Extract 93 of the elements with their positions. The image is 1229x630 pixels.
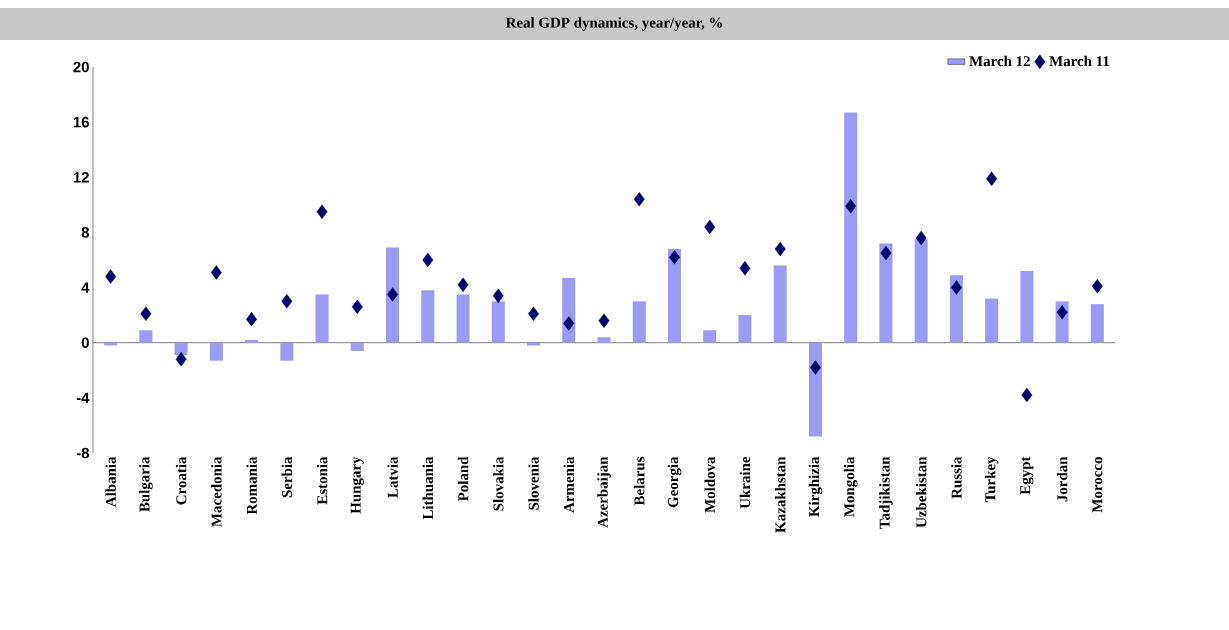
- bar: [491, 301, 505, 343]
- x-tick-label: Tadjikistan: [879, 456, 893, 529]
- x-tick-label: Moldova: [704, 456, 715, 513]
- x-tick-label: Mongolia: [843, 456, 858, 517]
- bar: [456, 294, 470, 343]
- bar: [1090, 304, 1104, 343]
- x-tick-label: Georgia: [667, 456, 682, 508]
- y-tick-label: 0: [81, 337, 89, 348]
- bar: [879, 243, 893, 343]
- y-tick-label: 12: [73, 172, 89, 183]
- x-tick-label: Serbia: [281, 456, 293, 498]
- point: [986, 171, 998, 186]
- x-tick-label: Albania: [105, 456, 116, 508]
- x-tick-label: Azerbaijan: [597, 456, 611, 528]
- point: [316, 204, 328, 219]
- bar: [421, 290, 435, 343]
- x-tick-label: Kazakhstan: [774, 456, 786, 533]
- bar: [280, 342, 294, 361]
- point: [1056, 305, 1068, 320]
- bar: [350, 342, 364, 351]
- y-tick-label: -4: [76, 392, 90, 403]
- x-tick-label: Hungary: [350, 456, 364, 514]
- point: [351, 299, 363, 315]
- point: [281, 294, 293, 309]
- x-tick-label: Croatia: [175, 456, 187, 505]
- y-tick-label: 8: [81, 227, 90, 238]
- point: [1021, 387, 1033, 403]
- bar: [985, 298, 999, 343]
- x-tick-label: Kirghizia: [808, 456, 823, 517]
- x-tick-label: Armenia: [563, 456, 575, 513]
- bar: [315, 294, 329, 343]
- x-tick-label: Slovakia: [493, 456, 504, 511]
- point: [140, 306, 152, 321]
- point: [915, 230, 927, 246]
- chart-title: Real GDP dynamics, year/year, %: [505, 17, 722, 31]
- point: [175, 352, 187, 367]
- bar: [209, 342, 223, 361]
- bar: [703, 330, 717, 343]
- x-tick-label: Uzbekistan: [915, 456, 927, 528]
- point: [387, 287, 398, 302]
- point: [246, 312, 258, 327]
- legend-label: March 12: [969, 55, 1030, 67]
- point: [528, 306, 539, 321]
- point: [598, 313, 610, 328]
- bar: [245, 339, 259, 343]
- point: [422, 252, 434, 268]
- x-tick-label: Bulgaria: [139, 456, 153, 512]
- point: [739, 261, 751, 276]
- bar: [914, 239, 928, 343]
- point: [633, 192, 645, 207]
- bar: [386, 247, 400, 343]
- point: [457, 277, 469, 292]
- point: [210, 265, 222, 280]
- x-tick-label: Romania: [246, 456, 257, 515]
- point: [1091, 278, 1103, 294]
- point: [492, 288, 504, 304]
- bar: [808, 342, 822, 437]
- bar: [1020, 271, 1034, 343]
- x-tick-label: Ukraine: [739, 456, 751, 509]
- bar: [174, 342, 188, 356]
- x-tick-label: Slovenia: [528, 456, 539, 510]
- point: [950, 280, 962, 295]
- point: [880, 245, 892, 261]
- point: [669, 250, 680, 265]
- y-tick-label: -8: [76, 447, 90, 459]
- bar: [139, 330, 153, 343]
- x-tick-label: Poland: [457, 456, 469, 502]
- bar: [597, 337, 611, 343]
- y-tick-label: 4: [81, 282, 90, 293]
- point: [809, 360, 821, 375]
- x-tick-label: Morocco: [1092, 457, 1103, 513]
- y-tick-label: 20: [73, 61, 89, 73]
- bar: [632, 301, 646, 343]
- legend-label: March 11: [1049, 55, 1110, 67]
- point: [845, 199, 857, 214]
- x-tick-label: Egypt: [1020, 456, 1034, 495]
- point: [774, 241, 786, 257]
- point: [704, 219, 716, 235]
- x-tick-label: Macedonia: [211, 456, 222, 527]
- bar: [667, 248, 681, 343]
- x-tick-label: Estonia: [316, 456, 328, 505]
- y-tick-label: 16: [73, 116, 89, 128]
- x-tick-label: Russia: [951, 456, 962, 499]
- x-tick-label: Belarus: [633, 456, 645, 506]
- x-tick-label: Jordan: [1056, 456, 1068, 502]
- bar: [844, 112, 858, 343]
- x-tick-label: Latvia: [387, 456, 398, 498]
- bar: [738, 315, 752, 343]
- x-tick-label: Lithuania: [422, 456, 434, 520]
- point: [105, 269, 117, 284]
- bar: [773, 265, 787, 343]
- x-tick-label: Turkey: [984, 456, 999, 503]
- point: [563, 316, 575, 331]
